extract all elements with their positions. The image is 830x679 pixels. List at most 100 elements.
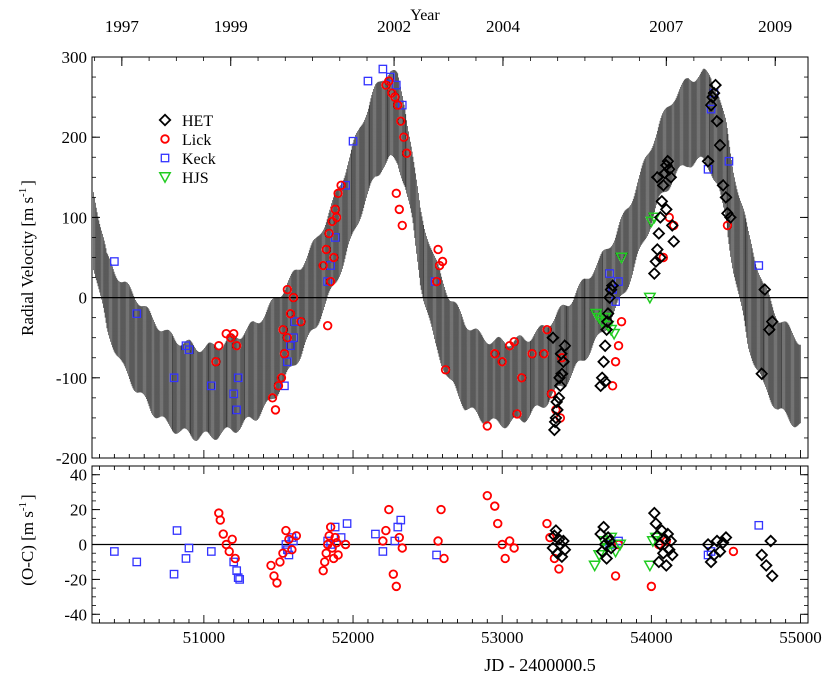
point-lick bbox=[231, 341, 242, 351]
point-keck bbox=[396, 515, 406, 525]
point-lick bbox=[433, 536, 443, 546]
point-het bbox=[546, 331, 560, 345]
point-lick bbox=[270, 405, 281, 415]
residual-y-label-bracket: ] bbox=[18, 494, 37, 500]
point-lick bbox=[539, 349, 549, 359]
y-tick-label: 40 bbox=[70, 466, 87, 485]
point-lick bbox=[291, 531, 302, 541]
point-lick bbox=[384, 76, 394, 86]
point-het bbox=[662, 543, 676, 557]
point-lick bbox=[318, 260, 328, 271]
point-keck bbox=[232, 566, 242, 576]
point-het bbox=[713, 138, 727, 152]
point-keck bbox=[397, 100, 407, 110]
point-lick bbox=[500, 553, 510, 564]
point-lick bbox=[320, 557, 330, 567]
point-het bbox=[707, 86, 721, 100]
x-tick-label: 55000 bbox=[779, 628, 822, 647]
point-keck bbox=[233, 373, 243, 383]
point-lick bbox=[230, 553, 240, 564]
y-tick-label: 200 bbox=[62, 128, 88, 147]
point-lick bbox=[658, 252, 669, 263]
point-lick bbox=[433, 244, 443, 255]
main-y-label-bracket: ] bbox=[18, 180, 37, 186]
legend-label-lick: Lick bbox=[182, 132, 211, 149]
point-keck bbox=[371, 529, 380, 539]
point-lick bbox=[393, 100, 403, 110]
point-keck bbox=[393, 522, 403, 532]
point-keck bbox=[348, 136, 358, 146]
legend: HET Lick Keck HJS bbox=[148, 107, 230, 187]
point-het bbox=[653, 210, 667, 224]
point-lick bbox=[646, 581, 657, 592]
series-het bbox=[546, 506, 779, 583]
point-lick bbox=[330, 532, 340, 543]
point-lick bbox=[542, 518, 552, 529]
residual-x-ticks: 51000 52000 53000 54000 55000 bbox=[99, 466, 822, 647]
point-lick bbox=[275, 557, 285, 567]
point-lick bbox=[279, 349, 290, 359]
point-lick bbox=[384, 504, 394, 515]
y-tick-label: -20 bbox=[64, 570, 87, 589]
point-lick bbox=[391, 581, 401, 592]
point-lick bbox=[728, 546, 739, 557]
point-lick bbox=[436, 504, 446, 515]
point-het bbox=[554, 347, 568, 361]
point-keck bbox=[290, 317, 300, 327]
point-lick bbox=[331, 538, 342, 548]
x-tick-label: 54000 bbox=[630, 628, 673, 647]
point-keck bbox=[206, 381, 216, 391]
point-keck bbox=[181, 554, 191, 563]
point-het bbox=[598, 339, 612, 353]
point-lick bbox=[336, 180, 346, 191]
point-het bbox=[549, 524, 563, 538]
point-lick bbox=[490, 349, 500, 359]
year-tick-label: 1997 bbox=[105, 17, 140, 36]
point-lick bbox=[227, 534, 237, 544]
point-het bbox=[603, 534, 617, 548]
point-het bbox=[556, 355, 570, 369]
y-tick-label: 100 bbox=[62, 208, 88, 227]
point-lick bbox=[497, 357, 507, 367]
point-het bbox=[716, 178, 730, 192]
y-tick-label: -200 bbox=[56, 449, 87, 468]
point-lick bbox=[324, 531, 334, 541]
point-keck bbox=[341, 180, 350, 190]
point-het bbox=[597, 520, 611, 534]
year-tick-label: 2004 bbox=[486, 17, 521, 36]
point-lick bbox=[215, 515, 225, 525]
point-lick bbox=[278, 324, 288, 335]
point-lick bbox=[333, 550, 343, 560]
point-lick bbox=[287, 545, 297, 555]
point-lick bbox=[284, 534, 294, 544]
legend-label-keck: Keck bbox=[182, 151, 216, 168]
point-het bbox=[550, 403, 564, 417]
point-lick bbox=[288, 292, 299, 303]
x-axis-label: JD - 2400000.5 bbox=[484, 655, 596, 675]
point-lick bbox=[437, 256, 448, 267]
point-het bbox=[549, 411, 563, 425]
point-hjs bbox=[607, 328, 621, 341]
point-het bbox=[606, 279, 620, 293]
point-lick bbox=[273, 381, 284, 391]
point-het bbox=[701, 538, 715, 551]
point-hjs bbox=[588, 560, 602, 573]
series-lick bbox=[211, 76, 733, 431]
x-tick-label: 51000 bbox=[183, 628, 226, 647]
point-lick bbox=[328, 252, 339, 263]
point-hjs bbox=[615, 252, 629, 265]
point-het bbox=[665, 218, 679, 232]
point-het bbox=[552, 391, 566, 405]
residual-y-label-exponent: -1 bbox=[17, 502, 29, 511]
point-het bbox=[655, 524, 669, 538]
point-keck bbox=[172, 526, 182, 535]
main-y-axis-label: Radial Velocity [m s-1] bbox=[17, 180, 37, 336]
point-het bbox=[604, 541, 618, 555]
point-het bbox=[667, 234, 681, 248]
point-lick bbox=[439, 553, 449, 564]
point-lick bbox=[397, 220, 407, 231]
main-y-label-exponent: -1 bbox=[17, 188, 29, 197]
point-het bbox=[594, 379, 608, 393]
point-keck bbox=[232, 405, 242, 415]
point-lick bbox=[512, 409, 522, 419]
